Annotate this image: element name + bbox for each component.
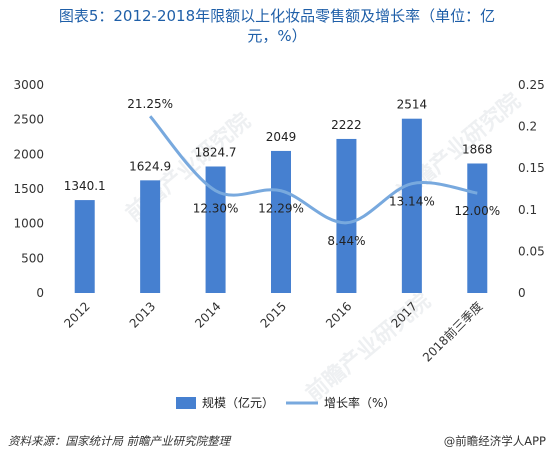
bar-2014	[205, 166, 226, 293]
legend-bar-swatch	[176, 397, 196, 409]
y-right-tick-label: 0.2	[518, 120, 537, 134]
bar-2016	[336, 138, 357, 293]
y-right-tick-label: 0	[518, 286, 526, 300]
line-value-label: 21.25%	[127, 97, 173, 111]
line-value-label: 12.00%	[454, 204, 500, 218]
x-tick-label: 2013	[127, 299, 158, 330]
bar-value-label: 2514	[397, 98, 428, 112]
y-left-tick-label: 1500	[13, 182, 44, 196]
bar-2017	[401, 118, 422, 293]
chart-title-line2: 元，%）	[247, 27, 307, 45]
y-left-tick-label: 3000	[13, 78, 44, 92]
line-value-label: 12.29%	[258, 202, 304, 216]
line-value-label: 8.44%	[327, 234, 365, 248]
bar-value-label: 1624.9	[129, 159, 171, 173]
y-left-tick-label: 0	[36, 286, 44, 300]
bar-2012	[74, 200, 95, 293]
legend-line-label: 增长率（%）	[324, 395, 395, 410]
x-tick-label: 2012	[61, 299, 92, 330]
y-left-tick-label: 500	[21, 251, 44, 265]
y-left-tick-label: 1000	[13, 217, 44, 231]
line-value-label: 12.30%	[193, 202, 239, 216]
legend-bar-label: 规模（亿元）	[202, 395, 274, 410]
y-right-tick-label: 0.1	[518, 203, 537, 217]
brand-credit: @前瞻经济学人APP	[443, 434, 546, 448]
x-tick-label: 2017	[388, 299, 419, 330]
y-left-tick-label: 2000	[13, 147, 44, 161]
line-value-label: 13.14%	[389, 195, 435, 209]
bar-value-label: 1824.7	[195, 145, 237, 159]
x-tick-label: 2016	[323, 299, 354, 330]
chart-title: 图表5：2012-2018年限额以上化妆品零售额及增长率（单位：亿 元，%）	[0, 6, 554, 46]
y-right-tick-label: 0.15	[518, 161, 545, 175]
chart-title-line1: 图表5：2012-2018年限额以上化妆品零售额及增长率（单位：亿	[58, 7, 496, 25]
y-right-tick-label: 0.25	[518, 78, 545, 92]
bar-2013	[140, 180, 161, 293]
bar-2015	[271, 150, 291, 293]
source-note: 资料来源：国家统计局 前瞻产业研究院整理	[8, 434, 231, 448]
y-left-tick-label: 2500	[13, 113, 44, 127]
bar-2018前三季度	[467, 163, 488, 293]
y-right-tick-label: 0.05	[518, 244, 545, 258]
x-tick-label: 2015	[258, 299, 289, 330]
x-tick-label: 2018前三季度	[419, 299, 485, 365]
growth-rate-line	[149, 115, 478, 225]
x-tick-label: 2014	[192, 299, 223, 330]
bar-value-label: 2049	[266, 130, 297, 144]
bar-value-label: 2222	[331, 118, 362, 132]
bar-value-label: 1868	[462, 142, 493, 156]
bar-value-label: 1340.1	[64, 179, 106, 193]
